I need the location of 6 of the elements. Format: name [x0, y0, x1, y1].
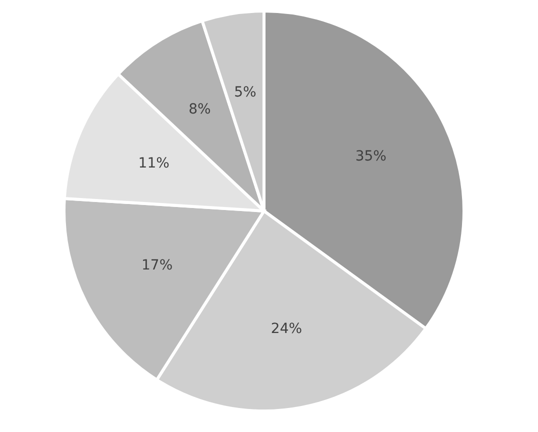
data-label: 5% [234, 84, 256, 100]
data-label: 11% [138, 155, 170, 172]
data-label: 17% [142, 257, 173, 274]
data-label: 35% [355, 148, 386, 165]
data-label: 8% [188, 102, 211, 118]
data-label: 24% [270, 320, 302, 337]
